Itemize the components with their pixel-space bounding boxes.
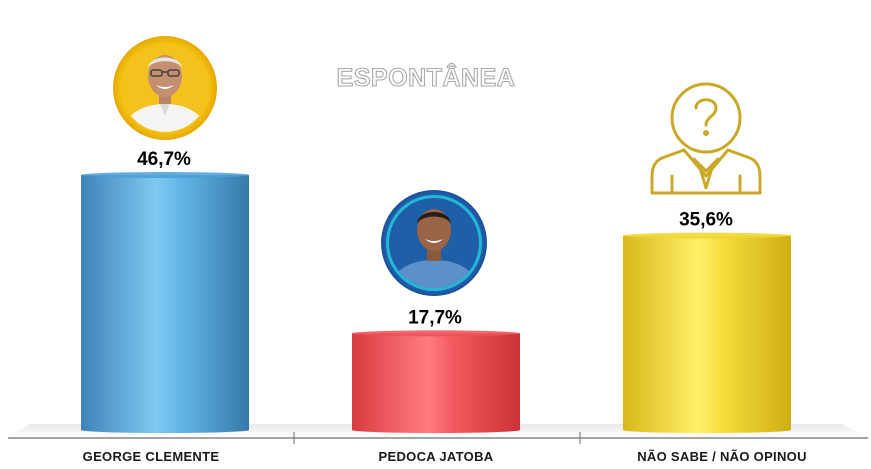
bar-n-o-sabe-n-o-opinou [623,232,791,433]
category-label: GEORGE CLEMENTE [83,449,220,464]
category-label: NÃO SABE / NÃO OPINOU [637,449,807,464]
bar-cap [81,172,249,179]
value-label: 46,7% [137,149,191,170]
bar-cap [352,330,520,337]
bar-pedoca-jatoba [352,330,520,433]
bar-body [623,235,791,430]
question-person-icon [650,82,762,195]
bar-base [81,427,249,433]
bar-cap [623,232,791,239]
bar-george-clemente [81,172,249,433]
candidate-photo-pedoca-jatoba [381,190,487,296]
value-label: 17,7% [408,307,462,328]
chart-title: ESPONTÂNEA [337,62,516,92]
value-label: 35,6% [679,210,733,231]
bar-base [352,427,520,433]
category-label: PEDOCA JATOBA [379,449,494,464]
bar-body [81,175,249,430]
candidate-photo-george-clemente [113,36,217,140]
bar-body [352,333,520,430]
bar-base [623,427,791,433]
